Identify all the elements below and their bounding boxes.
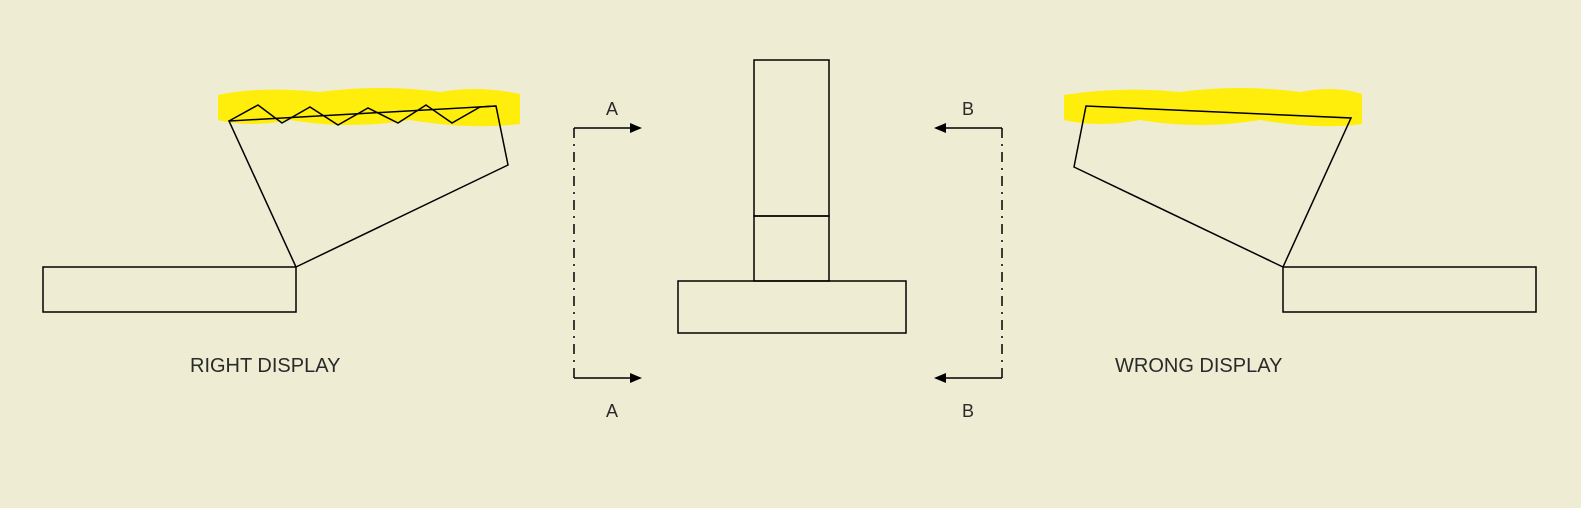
section-a-top-label: A xyxy=(606,99,618,119)
canvas-background xyxy=(0,0,1581,508)
right-caption: WRONG DISPLAY xyxy=(1115,355,1282,377)
section-a-bottom-label: A xyxy=(606,401,618,421)
left-caption: RIGHT DISPLAY xyxy=(190,355,340,377)
section-b-top-label: B xyxy=(962,99,974,119)
section-b-bottom-label: B xyxy=(962,401,974,421)
